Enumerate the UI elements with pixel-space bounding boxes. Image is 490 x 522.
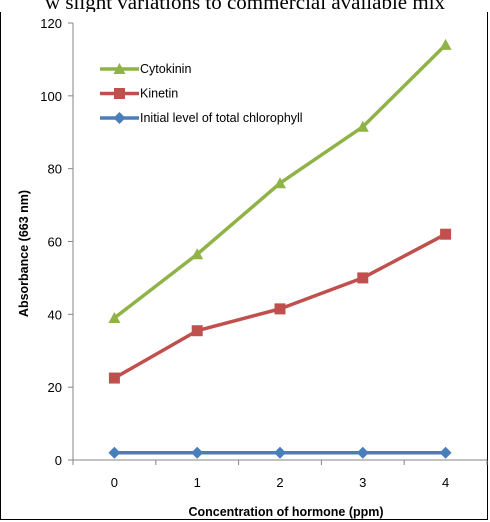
data-point <box>440 228 452 240</box>
x-tick-label: 4 <box>442 475 449 490</box>
y-tick-label: 100 <box>40 89 62 104</box>
legend-marker <box>114 88 125 99</box>
legend-marker <box>113 63 126 74</box>
data-point <box>191 446 204 459</box>
x-tick-label: 1 <box>194 475 201 490</box>
y-tick-label: 40 <box>48 307 62 322</box>
legend-label: Cytokinin <box>140 62 191 76</box>
x-tick-label: 2 <box>276 475 283 490</box>
data-point <box>274 446 286 459</box>
legend-label: Kinetin <box>140 87 178 101</box>
legend-label: Initial level of total chlorophyll <box>140 111 303 125</box>
y-tick-label: 20 <box>48 380 62 395</box>
data-point <box>191 325 203 337</box>
data-point <box>439 446 452 459</box>
legend: Cytokinin Kinetin Initial level of total c… <box>100 62 303 125</box>
axes: 0 20 40 60 80 100 120 0 1 2 3 4 <box>40 16 488 490</box>
data-point <box>356 446 369 459</box>
data-point <box>108 372 120 384</box>
data-point <box>108 446 121 459</box>
y-tick-label: 60 <box>48 235 62 250</box>
y-tick-label: 120 <box>40 16 62 31</box>
y-axis-label: Absorbance (663 nm) <box>17 190 31 317</box>
data-point <box>274 177 286 189</box>
data-point <box>356 120 369 132</box>
legend-marker <box>113 112 126 124</box>
x-tick-label: 0 <box>111 475 118 490</box>
data-point <box>191 248 204 260</box>
x-tick-label: 3 <box>359 475 366 490</box>
x-axis-label: Concentration of hormone (ppm) <box>188 505 383 519</box>
data-point <box>357 272 369 284</box>
data-point <box>274 303 286 315</box>
y-tick-label: 80 <box>48 162 62 177</box>
data-point <box>439 38 452 50</box>
y-tick-label: 0 <box>55 453 62 468</box>
data-point <box>108 311 121 323</box>
top-caption-text: w slight variations to commercial availa… <box>44 0 446 12</box>
chart-frame <box>0 12 488 520</box>
plot-area <box>108 38 452 459</box>
